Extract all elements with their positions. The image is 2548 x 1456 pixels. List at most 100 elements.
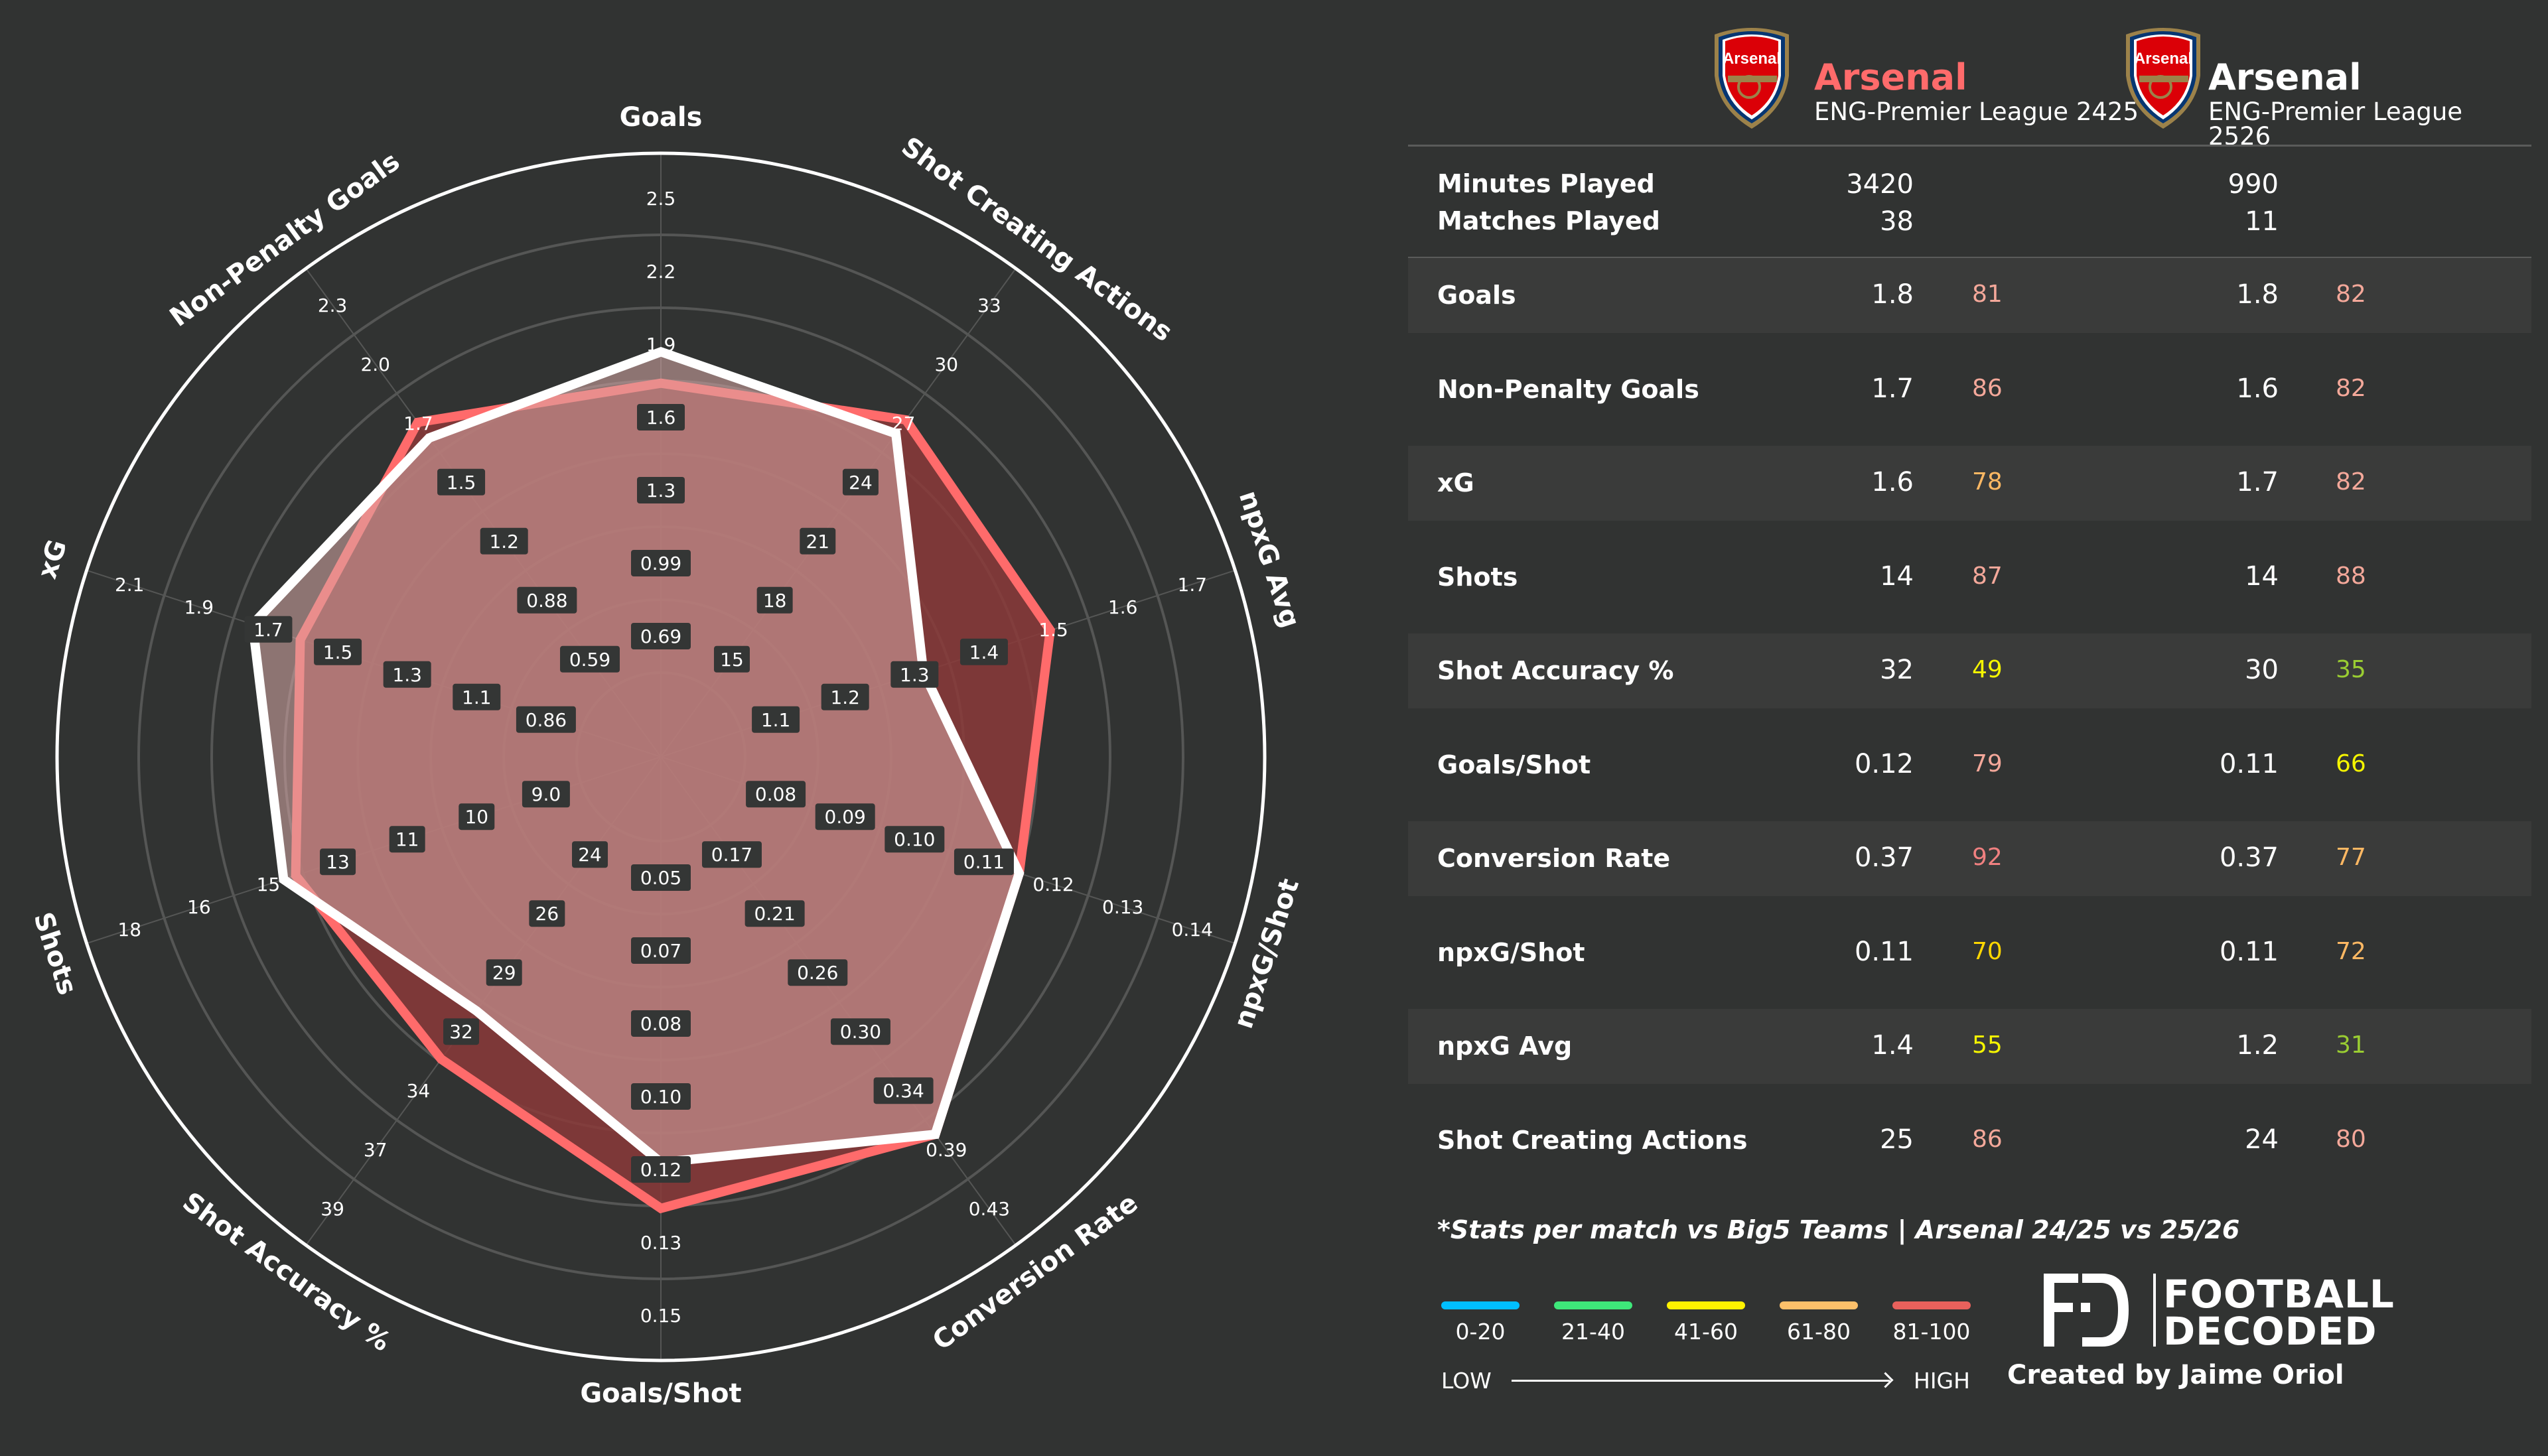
- svg-text:26: 26: [535, 903, 559, 925]
- team-b-percentile: 66: [2336, 750, 2366, 777]
- svg-text:0.12: 0.12: [1032, 874, 1074, 895]
- tick-label: 27: [892, 413, 916, 434]
- matches-played-label: Matches Played: [1437, 206, 1660, 235]
- axis-label: xG: [32, 536, 73, 582]
- stat-row: Shot Creating Actions 25 86 24 80: [1408, 1103, 2531, 1178]
- svg-text:1.5: 1.5: [447, 472, 476, 494]
- svg-text:0.88: 0.88: [526, 590, 567, 612]
- team-b-value: 0.11: [2219, 748, 2279, 779]
- svg-text:39: 39: [320, 1198, 344, 1220]
- tick-label: 2.3: [318, 295, 348, 316]
- team-a-percentile: 49: [1972, 656, 2003, 683]
- svg-text:0.07: 0.07: [640, 940, 681, 962]
- stat-label: Non-Penalty Goals: [1437, 374, 1699, 404]
- legend-swatch: [1892, 1301, 1971, 1309]
- team-a-name: Arsenal: [1814, 56, 1967, 98]
- tick-label: 0.69: [631, 623, 691, 649]
- tick-label: 0.59: [560, 645, 620, 673]
- minutes-played-label: Minutes Played: [1437, 169, 1655, 198]
- team-b-value: 1.7: [2236, 467, 2279, 497]
- tick-label: 0.99: [631, 550, 691, 576]
- svg-text:2.3: 2.3: [318, 295, 348, 316]
- team-a-percentile: 79: [1972, 750, 2003, 777]
- team-b-minutes: 990: [2228, 169, 2279, 200]
- team-a-percentile: 70: [1972, 937, 2003, 965]
- svg-text:33: 33: [977, 295, 1001, 316]
- stat-row: Non-Penalty Goals 1.7 86 1.6 82: [1408, 352, 2531, 427]
- tick-label: 1.1: [752, 706, 800, 733]
- brand-line-1: FOOTBALL: [2163, 1272, 2395, 1317]
- legend-range-label: 61-80: [1787, 1319, 1851, 1345]
- tick-label: 0.15: [640, 1305, 681, 1327]
- svg-text:13: 13: [326, 851, 350, 873]
- radar-chart: 0.69 0.99 1.3 1.6 1.9 2.2 2.5 15 18 21 24 27 30 33 1.1…: [27, 102, 1305, 1409]
- svg-text:30: 30: [934, 354, 958, 375]
- team-a-value: 1.7: [1871, 373, 1914, 404]
- tick-label: 18: [117, 919, 141, 941]
- tick-label: 37: [364, 1139, 388, 1161]
- tick-label: 0.10: [885, 826, 945, 853]
- tick-label: 1.7: [1178, 574, 1208, 596]
- tick-label: 1.3: [383, 661, 431, 688]
- stat-label: Shot Accuracy %: [1437, 656, 1674, 685]
- stat-row: npxG/Shot 0.11 70 0.11 72: [1408, 915, 2531, 990]
- tick-label: 33: [977, 295, 1001, 316]
- tick-label: 1.5: [314, 638, 362, 665]
- tick-label: 32: [443, 1018, 480, 1045]
- tick-label: 26: [529, 900, 565, 927]
- svg-text:0.99: 0.99: [640, 553, 681, 574]
- tick-label: 1.4: [959, 638, 1008, 665]
- svg-text:29: 29: [492, 962, 516, 984]
- axis-label: Goals/Shot: [580, 1378, 741, 1409]
- tick-label: 1.2: [480, 527, 528, 555]
- svg-text:27: 27: [892, 413, 916, 434]
- svg-text:0.39: 0.39: [926, 1139, 967, 1161]
- team-b-percentile: 80: [2336, 1125, 2366, 1153]
- tick-label: 0.43: [969, 1198, 1010, 1220]
- stat-label: xG: [1437, 468, 1474, 497]
- tick-label: 9.0: [522, 781, 570, 808]
- team-b-value: 1.8: [2236, 279, 2279, 310]
- svg-text:0.09: 0.09: [825, 806, 866, 828]
- tick-label: 0.17: [701, 841, 762, 868]
- legend-swatch: [1554, 1301, 1632, 1309]
- tick-label: 0.05: [631, 864, 691, 891]
- team-a-percentile: 86: [1972, 374, 2003, 402]
- stat-label: Goals: [1437, 281, 1516, 310]
- svg-text:Arsenal: Arsenal: [1723, 50, 1781, 68]
- axis-label: npxG/Shot: [1228, 875, 1305, 1032]
- svg-text:1.1: 1.1: [761, 709, 791, 731]
- stat-label: Goals/Shot: [1437, 750, 1591, 779]
- stat-row: Conversion Rate 0.37 92 0.37 77: [1408, 821, 2531, 896]
- svg-text:1.4: 1.4: [969, 641, 999, 663]
- svg-text:2.5: 2.5: [646, 188, 676, 210]
- tick-label: 0.34: [873, 1077, 934, 1104]
- svg-text:24: 24: [849, 472, 873, 494]
- tick-label: 2.5: [646, 188, 676, 210]
- team-a-percentile: 78: [1972, 468, 2003, 496]
- svg-text:37: 37: [364, 1139, 388, 1161]
- team-a-percentile: 81: [1972, 281, 2003, 308]
- svg-text:0.17: 0.17: [711, 844, 752, 866]
- svg-text:15: 15: [257, 874, 281, 895]
- team-a-percentile: 86: [1972, 1125, 2003, 1153]
- legend-swatch: [1780, 1301, 1858, 1309]
- legend-low-label: LOW: [1441, 1368, 1492, 1394]
- svg-text:1.2: 1.2: [830, 687, 860, 708]
- svg-text:0.34: 0.34: [883, 1080, 924, 1102]
- stats-divider: [1408, 257, 2531, 259]
- team-a-value: 14: [1880, 561, 1914, 592]
- team-b-value: 1.6: [2236, 373, 2279, 404]
- svg-text:1.7: 1.7: [253, 619, 283, 641]
- axis-label: Shots: [27, 909, 82, 999]
- tick-label: 39: [320, 1198, 344, 1220]
- tick-label: 1.9: [646, 334, 676, 356]
- tick-label: 1.2: [821, 683, 869, 710]
- tick-label: 15: [257, 874, 281, 895]
- svg-text:2.1: 2.1: [115, 574, 145, 596]
- tick-label: 0.10: [631, 1083, 691, 1110]
- radar-outer-ring: [55, 151, 1267, 1362]
- axis-label: Goals: [620, 102, 703, 133]
- team-b-percentile: 72: [2336, 937, 2366, 965]
- team-b-value: 1.2: [2236, 1030, 2279, 1061]
